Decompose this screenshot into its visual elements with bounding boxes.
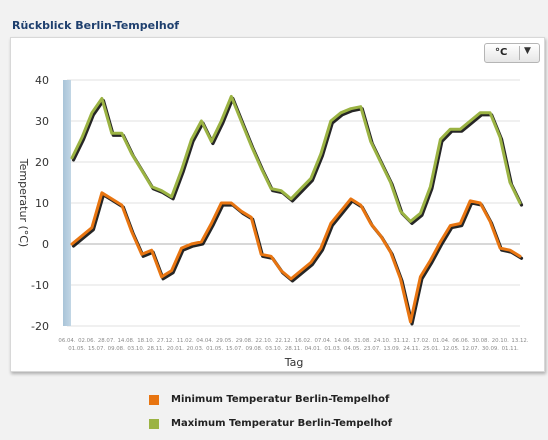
x-tick-label: 15.07. — [226, 346, 243, 352]
x-tick-label: 02.06. — [78, 338, 95, 344]
y-tick-labels: -20 -10 0 10 20 30 40 — [31, 74, 49, 333]
x-tick-label: 30.09. — [482, 346, 499, 352]
y-tick-label: 20 — [35, 156, 49, 169]
x-tick-label: 20.03. — [186, 346, 203, 352]
x-tick-labels: 06.04. 02.06. 28.07. 14.08. 18.10. 27.12. 11.0… — [58, 338, 528, 352]
x-tick-label: 18.10. — [137, 338, 154, 344]
x-tick-label: 29.08. — [236, 338, 253, 344]
x-tick-label: 15.07. — [88, 346, 105, 352]
x-tick-label: 20.01. — [167, 346, 184, 352]
grid-lines — [67, 79, 520, 327]
series-shadow — [71, 193, 524, 326]
legend-label-min: Minimum Temperatur Berlin-Tempelhof — [171, 394, 390, 405]
x-tick-label: 09.08. — [108, 346, 125, 352]
x-tick-label: 01.05. — [68, 346, 85, 352]
x-tick-label: 30.08. — [472, 338, 489, 344]
x-tick-label: 28.11. — [147, 346, 164, 352]
x-tick-label: 27.12. — [157, 338, 174, 344]
x-tick-label: 01.04. — [433, 338, 450, 344]
x-tick-label: 20.10. — [492, 338, 509, 344]
x-tick-label: 11.02. — [177, 338, 194, 344]
x-tick-label: 14.08. — [118, 338, 135, 344]
x-tick-label: 13.09. — [383, 346, 400, 352]
x-tick-label: 03.10. — [265, 346, 282, 352]
x-tick-label: 12.07. — [462, 346, 479, 352]
unit-select-divider — [519, 46, 520, 60]
y-axis-band — [63, 80, 71, 326]
x-tick-label: 13.12. — [511, 338, 528, 344]
legend-label-max: Maximum Temperatur Berlin-Tempelhof — [171, 418, 393, 429]
unit-select-value: °C — [495, 47, 508, 58]
x-tick-label: 28.11. — [285, 346, 302, 352]
legend-swatch-max — [149, 419, 159, 429]
x-tick-label: 23.07. — [364, 346, 381, 352]
y-tick-label: 40 — [35, 74, 49, 87]
y-tick-label: 0 — [42, 238, 49, 251]
x-tick-label: 22.12. — [275, 338, 292, 344]
x-tick-label: 01.03. — [324, 346, 341, 352]
x-tick-label: 24.11. — [403, 346, 420, 352]
x-tick-label: 06.04. — [58, 338, 75, 344]
x-tick-label: 03.10. — [127, 346, 144, 352]
x-tick-label: 04.04. — [196, 338, 213, 344]
y-axis-label: Temperatur (°C) — [17, 158, 30, 247]
x-axis-label: Tag — [284, 356, 304, 369]
x-tick-label: 04.05. — [344, 346, 361, 352]
triangle-down-icon: ▼ — [524, 46, 531, 56]
panel-title: Rückblick Berlin-Tempelhof — [12, 19, 180, 32]
y-tick-label: 10 — [35, 197, 49, 210]
y-tick-label: -10 — [31, 279, 49, 292]
series-shadow — [71, 96, 524, 225]
x-tick-label: 04.01. — [305, 346, 322, 352]
x-tick-label: 16.02. — [295, 338, 312, 344]
x-tick-label: 31.08. — [354, 338, 371, 344]
series-line-max — [70, 94, 522, 223]
x-tick-label: 09.08. — [246, 346, 263, 352]
y-tick-label: 30 — [35, 115, 49, 128]
x-tick-label: 22.10. — [255, 338, 272, 344]
x-tick-label: 01.05. — [206, 346, 223, 352]
x-tick-label: 17.02. — [413, 338, 430, 344]
series-line-min — [70, 191, 522, 324]
x-tick-label: 12.05. — [442, 346, 459, 352]
temperature-unit-select[interactable]: °C ▼ — [484, 43, 540, 63]
y-tick-label: -20 — [31, 320, 49, 333]
x-tick-label: 28.07. — [98, 338, 115, 344]
x-tick-label: 31.12. — [393, 338, 410, 344]
x-tick-label: 07.04. — [314, 338, 331, 344]
x-tick-label: 06.06. — [452, 338, 469, 344]
x-tick-label: 14.06. — [334, 338, 351, 344]
x-tick-label: 29.05. — [216, 338, 233, 344]
legend-swatch-min — [149, 395, 159, 405]
x-tick-label: 24.10. — [374, 338, 391, 344]
x-tick-label: 25.01. — [423, 346, 440, 352]
x-tick-label: 01.11. — [502, 346, 519, 352]
series-lines — [70, 94, 524, 326]
